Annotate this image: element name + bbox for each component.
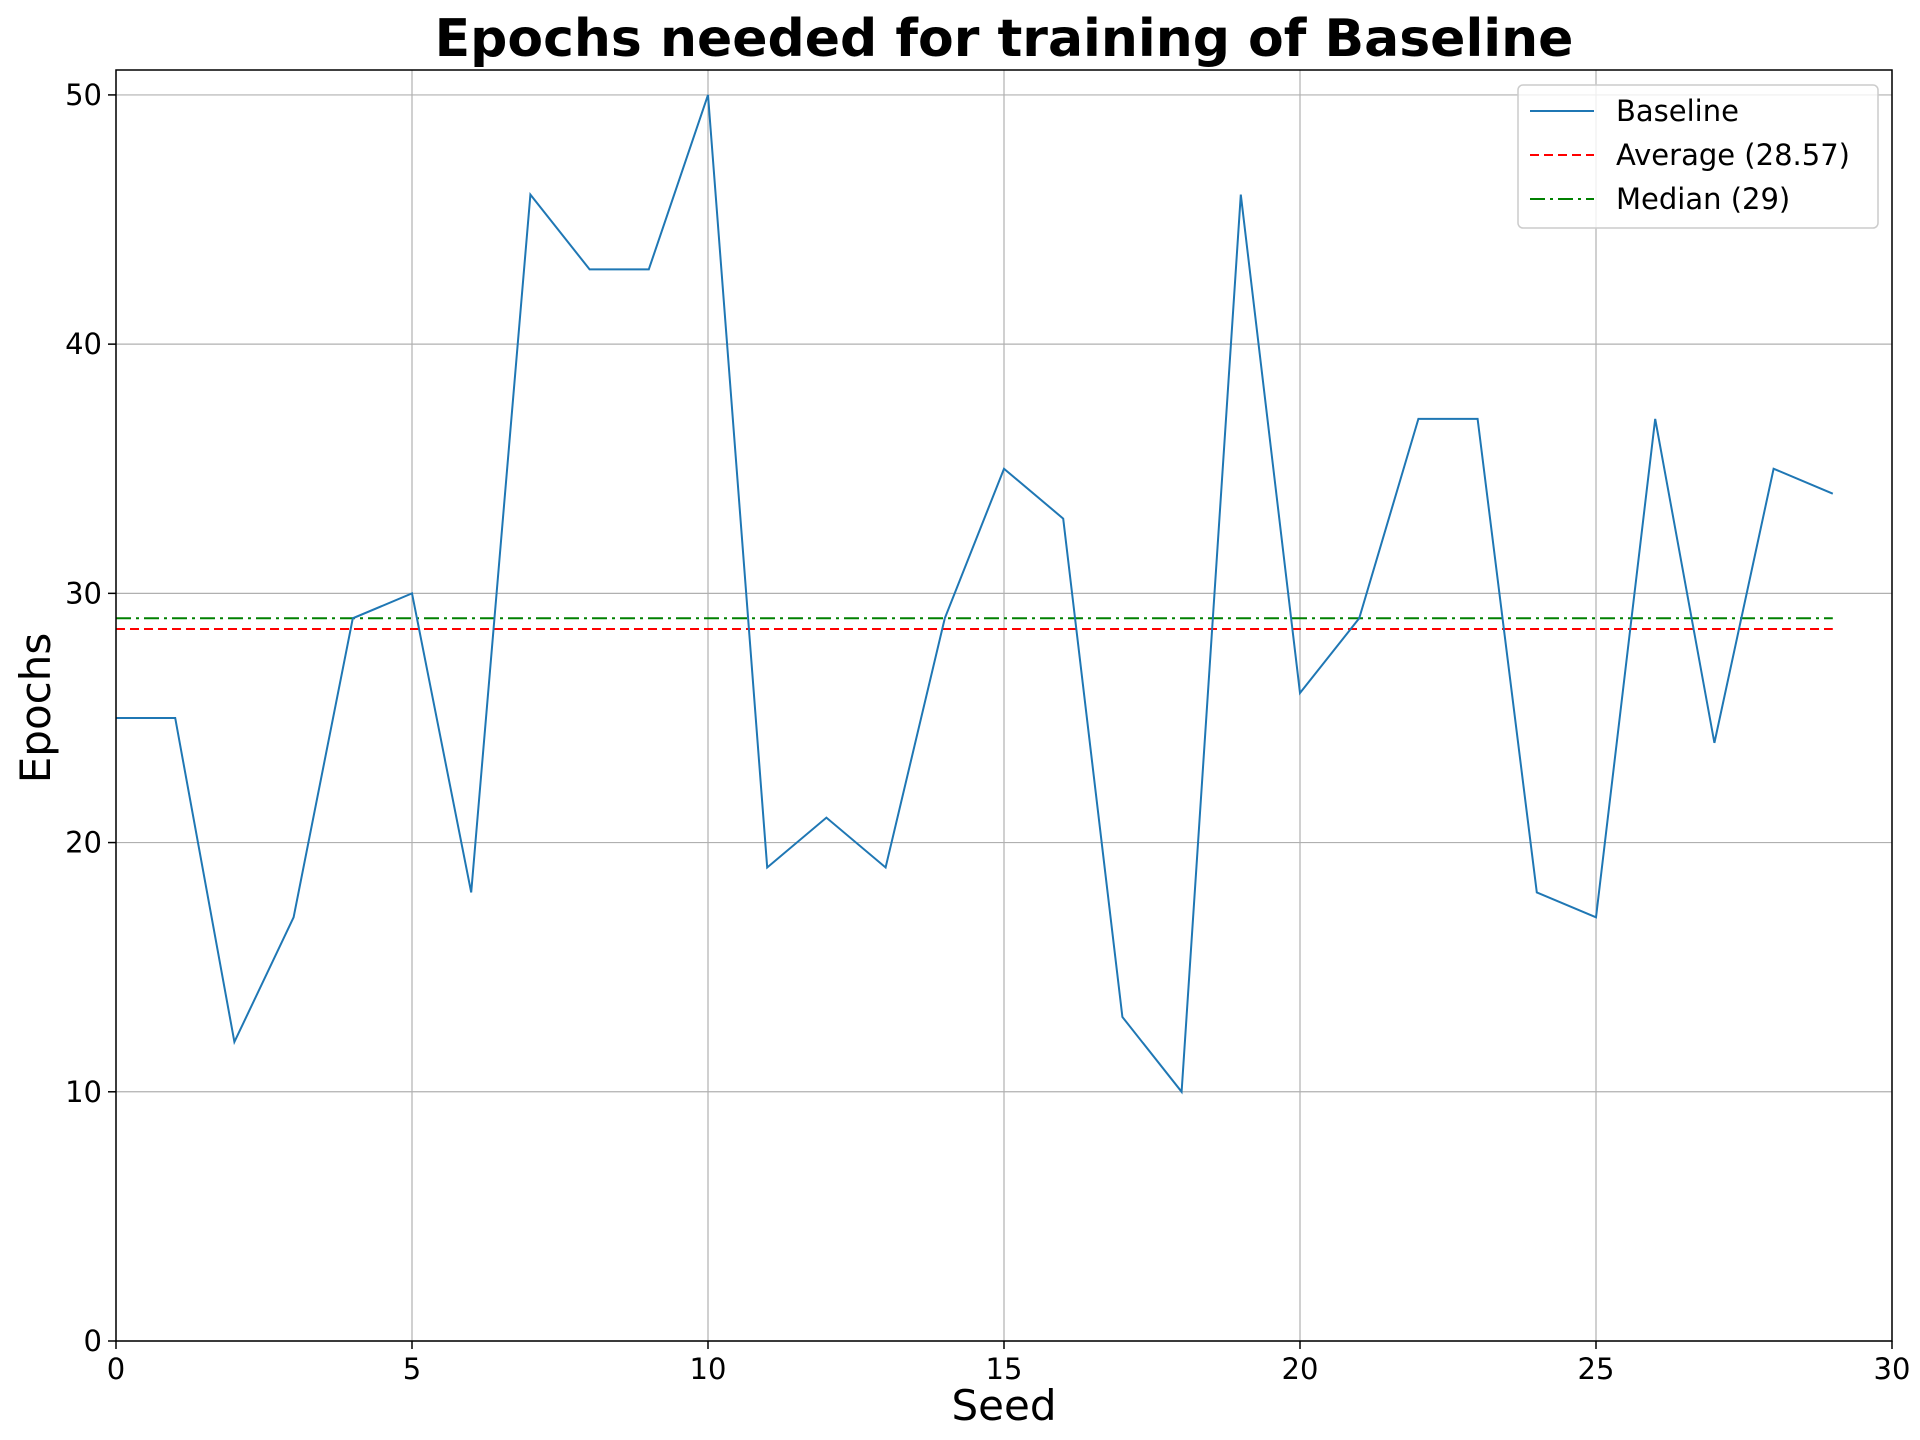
x-tick-label: 0 xyxy=(107,1352,125,1386)
x-tick-label: 5 xyxy=(403,1352,421,1386)
grid xyxy=(115,70,1893,1342)
legend-label: Average (28.57) xyxy=(1616,138,1850,172)
legend: Baseline Average (28.57) Median (29) xyxy=(1517,84,1879,229)
axis-ticks: 0 5 10 15 20 25 30 0 10 20 30 40 50 xyxy=(65,78,1910,1386)
y-tick-label: 0 xyxy=(84,1324,102,1358)
series-layer xyxy=(116,94,1834,1095)
x-tick-label: 30 xyxy=(1874,1352,1911,1386)
y-tick-label: 20 xyxy=(65,826,102,860)
y-tick-label: 10 xyxy=(65,1075,102,1109)
legend-label: Baseline xyxy=(1616,94,1739,128)
x-tick-label: 15 xyxy=(986,1352,1023,1386)
y-tick-label: 50 xyxy=(65,78,102,112)
x-tick-label: 25 xyxy=(1578,1352,1615,1386)
series-line-baseline xyxy=(116,94,1834,1095)
reference-lines xyxy=(116,617,1833,630)
chart-title: Epochs needed for training of Baseline xyxy=(435,9,1574,69)
legend-label: Median (29) xyxy=(1616,182,1790,216)
x-tick-label: 10 xyxy=(690,1352,727,1386)
legend-box xyxy=(1517,84,1879,229)
y-tick-label: 40 xyxy=(65,327,102,361)
y-tick-label: 30 xyxy=(65,576,102,610)
x-axis-label: Seed xyxy=(952,1381,1057,1430)
y-axis-label: Epochs xyxy=(11,633,60,784)
x-tick-label: 20 xyxy=(1282,1352,1319,1386)
